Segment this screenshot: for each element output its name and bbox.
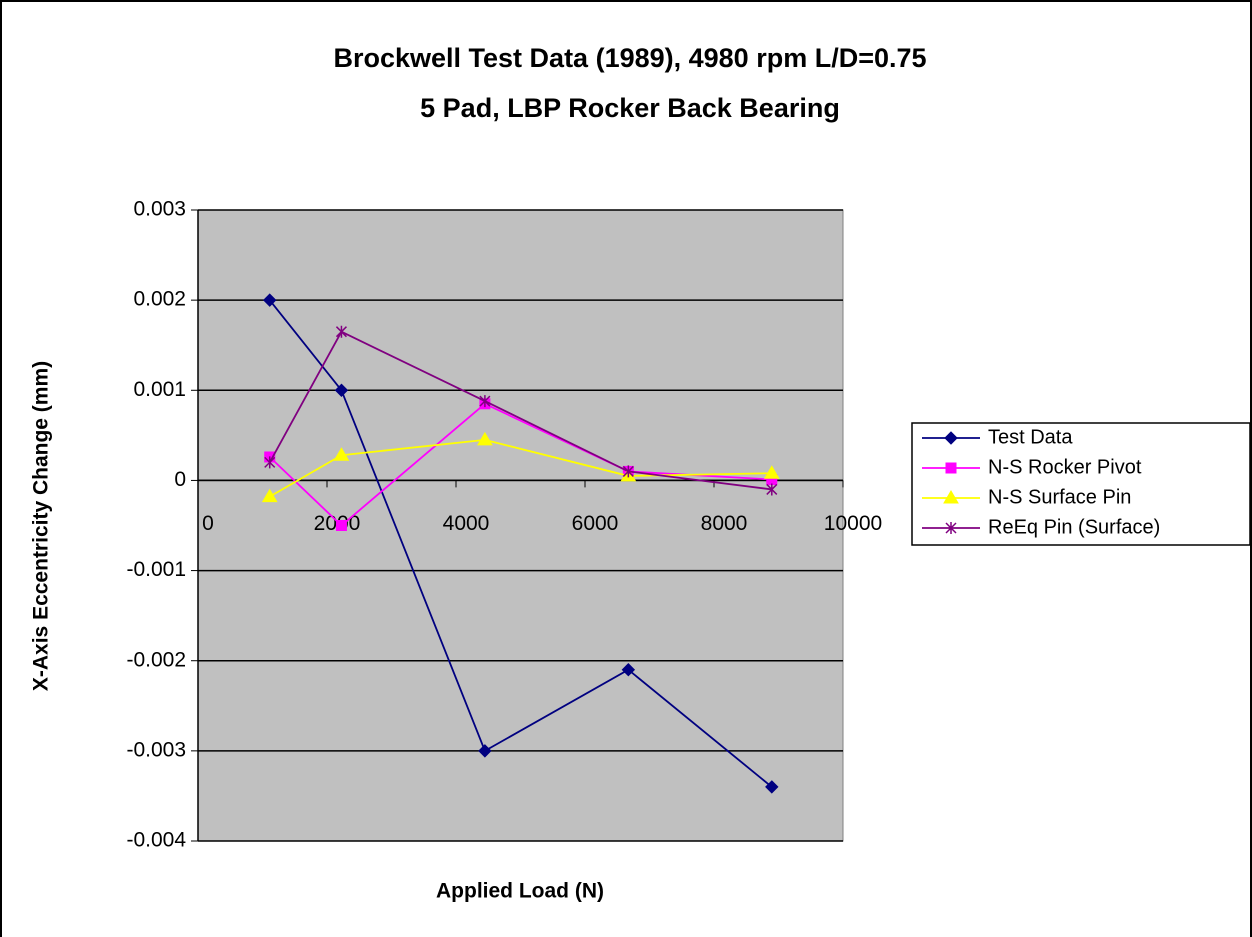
marker	[261, 488, 278, 503]
x-tick-label: 10000	[824, 512, 882, 535]
y-tick-label: 0.003	[133, 198, 186, 221]
plot-area	[197, 209, 844, 842]
legend-label: Test Data	[988, 426, 1073, 448]
marker	[335, 325, 347, 338]
y-tick-label: -0.001	[126, 558, 186, 581]
marker	[944, 431, 958, 445]
marker	[334, 383, 349, 397]
marker	[766, 483, 778, 496]
x-axis-title: Applied Load (N)	[436, 880, 604, 903]
legend-label: N-S Rocker Pivot	[988, 456, 1142, 478]
marker	[264, 456, 276, 469]
legend-label: N-S Surface Pin	[988, 486, 1131, 508]
legend-label: ReEq Pin (Surface)	[988, 516, 1160, 538]
y-tick-label: 0.002	[133, 288, 186, 311]
marker	[335, 520, 347, 531]
marker	[479, 395, 491, 408]
marker	[263, 293, 277, 307]
y-tick-label: 0	[174, 468, 186, 491]
marker	[478, 744, 492, 758]
x-tick-label: 4000	[443, 512, 490, 535]
marker	[945, 522, 957, 534]
chart-title: 5 Pad, LBP Rocker Back Bearing	[420, 93, 840, 123]
marker	[621, 663, 636, 677]
marker	[622, 465, 634, 478]
x-tick-label: 8000	[701, 512, 748, 535]
marker	[943, 490, 959, 504]
y-tick-label: -0.004	[126, 829, 186, 852]
marker	[765, 780, 779, 794]
chart-title: Brockwell Test Data (1989), 4980 rpm L/D…	[333, 43, 926, 73]
y-tick-label: 0.001	[133, 378, 186, 401]
y-tick-label: -0.003	[126, 738, 186, 761]
y-tick-label: -0.002	[126, 648, 186, 671]
marker	[333, 447, 350, 461]
marker	[477, 431, 493, 446]
marker	[763, 465, 780, 479]
legend-box	[911, 422, 1251, 546]
marker	[945, 462, 957, 474]
y-axis-title: X-Axis Eccentricity Change (mm)	[30, 361, 53, 691]
x-tick-label: 6000	[572, 512, 619, 535]
x-tick-label: 0	[202, 512, 214, 535]
